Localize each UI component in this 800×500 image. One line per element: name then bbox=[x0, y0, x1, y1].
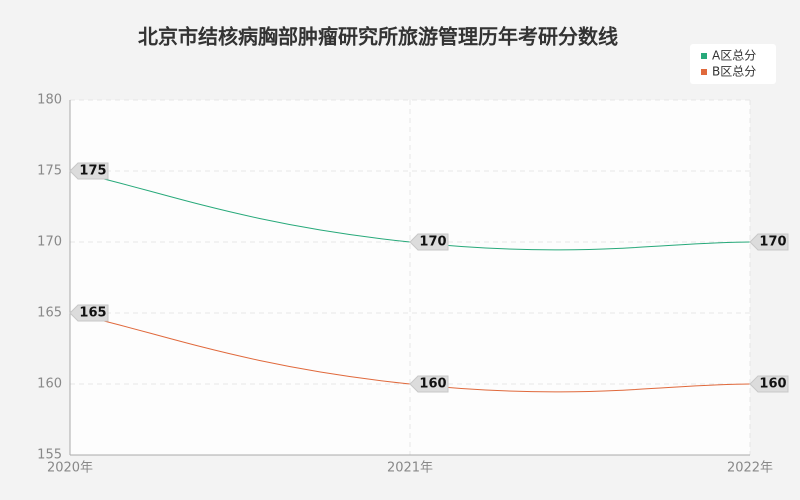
data-label: 160 bbox=[759, 377, 786, 392]
legend-label: B区总分 bbox=[712, 65, 756, 79]
data-label: 170 bbox=[759, 235, 786, 250]
y-tick-label: 180 bbox=[37, 93, 62, 108]
data-label-tag bbox=[409, 233, 449, 251]
x-tick-label: 2021年 bbox=[387, 461, 433, 476]
data-label: 175 bbox=[79, 164, 106, 179]
y-tick-label: 160 bbox=[37, 377, 62, 392]
data-label-tag bbox=[749, 233, 789, 251]
x-tick-label: 2020年 bbox=[47, 461, 93, 476]
data-label-tag bbox=[749, 375, 789, 393]
legend-box bbox=[690, 44, 776, 84]
x-tick-label: 2022年 bbox=[727, 461, 773, 476]
data-label: 160 bbox=[419, 377, 446, 392]
data-label-tag bbox=[69, 162, 109, 180]
data-label-tag bbox=[409, 375, 449, 393]
plot-area bbox=[70, 100, 750, 455]
chart-title: 北京市结核病胸部肿瘤研究所旅游管理历年考研分数线 bbox=[138, 25, 618, 49]
data-label: 170 bbox=[419, 235, 446, 250]
data-label: 165 bbox=[79, 306, 106, 321]
y-tick-label: 155 bbox=[37, 448, 62, 463]
legend-label: A区总分 bbox=[712, 49, 756, 63]
data-label-tag bbox=[69, 304, 109, 322]
y-tick-label: 165 bbox=[37, 306, 62, 321]
legend-swatch bbox=[701, 53, 707, 59]
y-tick-label: 175 bbox=[37, 164, 62, 179]
legend-swatch bbox=[701, 69, 707, 75]
y-tick-label: 170 bbox=[37, 235, 62, 250]
